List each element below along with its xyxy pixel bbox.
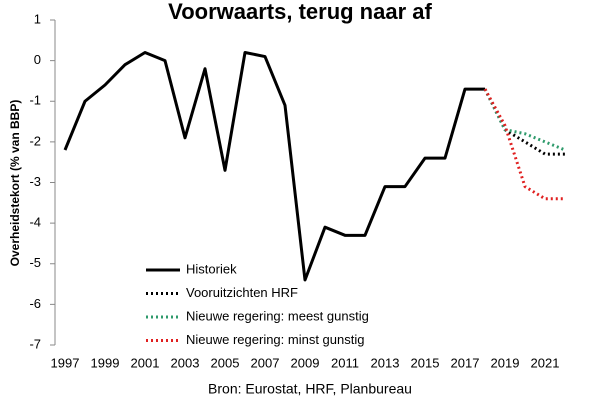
x-tick-label: 2001 (131, 355, 160, 370)
series-line (483, 88, 565, 201)
y-tick-label: -4 (29, 215, 41, 230)
legend-label: Nieuwe regering: minst gunstig (186, 332, 364, 347)
x-tick-label: 2019 (491, 355, 520, 370)
x-tick-label: 2015 (411, 355, 440, 370)
x-tick-label: 2009 (291, 355, 320, 370)
y-axis-label: Overheidstekort (% van BBP) (8, 100, 22, 267)
series-line (63, 51, 485, 282)
y-tick-label: -6 (29, 296, 41, 311)
y-tick-label: -1 (29, 93, 41, 108)
x-tick-label: 1999 (91, 355, 120, 370)
y-tick-label: -7 (29, 336, 41, 351)
chart-title: Voorwaarts, terug naar af (168, 0, 432, 24)
x-tick-label: 2011 (331, 355, 359, 370)
x-tick-label: 2007 (251, 355, 280, 370)
series-line (483, 88, 566, 152)
legend-label: Vooruitzichten HRF (186, 285, 298, 300)
y-tick-label: 1 (34, 11, 41, 26)
x-tick-label: 2013 (371, 355, 400, 370)
x-tick-label: 2021 (531, 355, 560, 370)
x-tick-label: 2017 (451, 355, 480, 370)
y-tick-label: -3 (29, 174, 41, 189)
x-tick-label: 2003 (171, 355, 200, 370)
source-note: Bron: Eurostat, HRF, Planbureau (208, 381, 412, 397)
y-tick-label: 0 (34, 52, 41, 67)
legend-label: Nieuwe regering: meest gunstig (186, 308, 369, 323)
x-tick-label: 1997 (51, 355, 80, 370)
x-tick-label: 2005 (211, 355, 240, 370)
y-tick-label: -2 (29, 133, 41, 148)
legend-label: Historiek (186, 261, 237, 276)
y-tick-label: -5 (29, 255, 41, 270)
